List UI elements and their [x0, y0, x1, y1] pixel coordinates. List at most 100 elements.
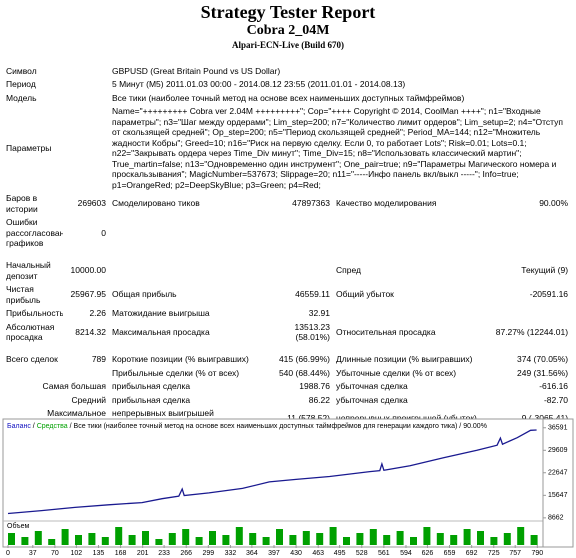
- stat-label: непрерывных проигрышей (убыток): [336, 413, 477, 424]
- stat-label: Абсолютная просадка: [6, 321, 55, 343]
- x-tick-label: 266: [180, 550, 192, 557]
- volume-bar: [142, 531, 149, 545]
- x-tick-label: 233: [158, 550, 170, 557]
- field-label: Параметры: [6, 142, 52, 153]
- chart-note: Все тики (наиболее точный метод на основ…: [74, 422, 458, 430]
- y-tick-label: 15647: [548, 492, 568, 499]
- stat-label: Прибыльность: [6, 308, 63, 318]
- stat-value: -20591.16: [529, 289, 569, 300]
- volume-bar: [477, 531, 484, 545]
- stat-label: прибыльная сделка: [112, 394, 191, 405]
- volume-bar: [222, 535, 230, 545]
- row: Абсолютная просадка 8214.32 Максимальная п…: [3, 320, 571, 344]
- field-value: 5 Минут (M5) 2011.01.03 00:00 - 2014.08.…: [112, 79, 406, 89]
- volume-bar: [383, 535, 391, 545]
- row: Баров в истории 269603 Смоделировано тиков…: [3, 192, 571, 216]
- stat-value: 249 (31.56%): [517, 367, 569, 378]
- empty-cell: [483, 307, 571, 321]
- separator: /: [31, 423, 37, 430]
- stat-value: 86.22: [308, 394, 330, 405]
- stat-label: убыточная сделка: [336, 394, 408, 405]
- x-tick-label: 430: [290, 550, 302, 557]
- empty-cell: [333, 307, 483, 321]
- volume-bar: [530, 535, 538, 545]
- row: Начальный депозит 10000.00 Спред Текущий (9…: [3, 250, 571, 283]
- stat-label: Спред: [336, 265, 361, 276]
- stat-value: 2.26: [89, 308, 106, 318]
- stat-label: Общий убыток: [336, 289, 394, 300]
- stat-label: Самая большая: [42, 381, 106, 391]
- field-label: Модель: [6, 92, 37, 103]
- stat-label: Относительная просадка: [336, 326, 436, 337]
- x-tick-label: 37: [29, 550, 37, 557]
- x-tick-label: 725: [488, 550, 500, 557]
- x-tick-label: 495: [334, 550, 346, 557]
- field-label: Символ: [6, 65, 37, 76]
- volume-bar: [343, 537, 350, 545]
- volume-bar: [75, 535, 82, 545]
- x-tick-label: 201: [137, 550, 149, 557]
- empty-cell: [483, 216, 571, 251]
- row: Период 5 Минут (M5) 2011.01.03 00:00 - 20…: [3, 78, 571, 92]
- volume-bar: [503, 533, 511, 545]
- stat-value: 13513.23 (58.01%): [294, 321, 330, 343]
- volume-bar: [396, 531, 404, 545]
- stat-label: Длинные позиции (% выигравших): [336, 354, 473, 364]
- y-tick-label: 22647: [548, 470, 568, 477]
- row: Модель Все тики (наиболее точный метод на…: [3, 91, 571, 105]
- y-tick-label: 36591: [548, 425, 568, 432]
- row: Параметры Name="+++++++++ Cobra ver 2.04M…: [3, 105, 571, 192]
- x-tick-label: 659: [444, 550, 456, 557]
- empty-cell: [109, 216, 259, 251]
- volume-bar: [34, 531, 42, 545]
- volume-bar: [262, 537, 270, 545]
- x-tick-label: 463: [312, 550, 324, 557]
- volume-bar: [450, 535, 458, 545]
- stat-value: 11 (578.52): [287, 413, 330, 424]
- report-title: Strategy Tester Report: [200, 2, 376, 22]
- field-label: Период: [6, 79, 36, 89]
- volume-bar: [316, 533, 324, 545]
- volume-bar: [101, 537, 109, 545]
- x-tick-label: 0: [6, 550, 10, 557]
- stat-label: Всего сделок: [6, 354, 58, 364]
- x-tick-label: 594: [400, 550, 412, 557]
- stat-label: Смоделировано тиков: [112, 198, 200, 209]
- stat-label: прибыльная сделка: [112, 381, 191, 391]
- chart-header: Баланс / Средства / Все тики (наиболее т…: [7, 422, 487, 430]
- empty-cell: [259, 250, 333, 283]
- stat-label: Максимальная просадка: [112, 326, 210, 337]
- legend-entry: Средства: [37, 423, 68, 430]
- empty-cell: [3, 366, 63, 380]
- x-tick-label: 135: [93, 550, 105, 557]
- volume-bar: [115, 527, 123, 545]
- stat-value: Текущий (9): [521, 265, 569, 276]
- volume-bar: [423, 527, 431, 545]
- row: Символ GBPUSD (Great Britain Pound vs US …: [3, 64, 571, 78]
- volume-bar: [356, 533, 364, 545]
- separator: /: [457, 423, 463, 430]
- empty-cell: [333, 216, 483, 251]
- parameters-text: Name="+++++++++ Cobra ver 2.04M ++++++++…: [112, 106, 564, 190]
- volume-bar: [182, 529, 190, 545]
- stat-value: 415 (66.99%): [278, 354, 330, 364]
- x-tick-label: 102: [70, 550, 82, 557]
- volume-label: Объем: [7, 522, 29, 530]
- row: Прибыльные сделки (% от всех) 540 (68.44%…: [3, 366, 571, 380]
- stat-value: 789: [91, 354, 106, 364]
- stat-value: 10000.00: [70, 265, 106, 276]
- y-tick-label: 8662: [548, 515, 564, 522]
- volume-bar: [410, 537, 417, 545]
- stats-table: Символ GBPUSD (Great Britain Pound vs US …: [3, 64, 571, 468]
- stat-label: Матожидание выигрыша: [112, 308, 210, 318]
- stat-value: -616.16: [539, 381, 569, 391]
- row: Прибыльность 2.26 Матожидание выигрыша 32.9…: [3, 307, 571, 321]
- volume-bar: [195, 537, 203, 545]
- stat-value: 374 (70.05%): [517, 354, 569, 364]
- chart-frame: [2, 418, 574, 548]
- x-tick-label: 790: [531, 550, 543, 557]
- volume-bar: [302, 531, 310, 545]
- server-name: Alpari-ECN-Live (Build 670): [231, 40, 344, 50]
- x-tick-label: 561: [378, 550, 390, 557]
